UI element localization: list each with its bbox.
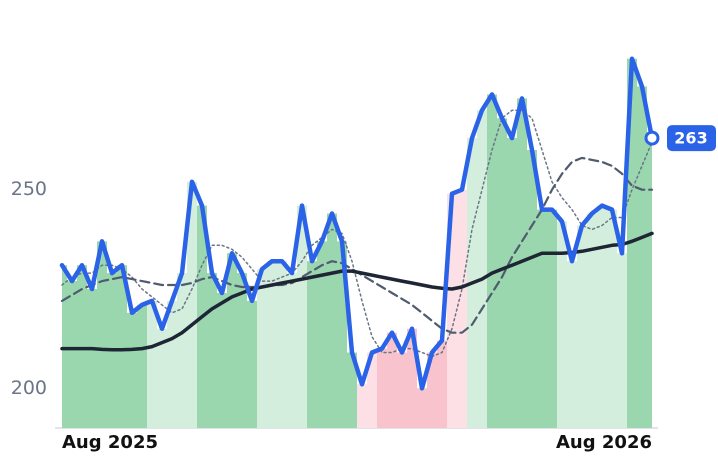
zone-column	[87, 289, 97, 428]
zone-column	[497, 118, 507, 428]
zone-column	[517, 98, 527, 428]
zone-column	[167, 300, 177, 428]
zone-column	[207, 273, 217, 428]
zone-column	[417, 388, 427, 428]
zone-column	[62, 265, 67, 428]
zone-column	[557, 221, 567, 428]
x-tick-label: Aug 2026	[556, 432, 652, 453]
zone-column	[317, 241, 327, 428]
zone-column	[387, 332, 397, 428]
series-line	[61, 109, 653, 358]
zone-column	[157, 328, 167, 428]
zone-column	[477, 110, 487, 429]
zone-column	[177, 273, 187, 428]
zone-column	[587, 213, 597, 428]
zone-column	[277, 261, 287, 428]
y-tick-label: 250	[11, 178, 47, 200]
zone-column	[97, 241, 107, 428]
zone-column	[447, 193, 457, 428]
zone-column	[237, 273, 247, 428]
zone-column	[377, 348, 387, 428]
zone-column	[577, 225, 587, 428]
zone-column	[347, 352, 357, 428]
zone-column	[227, 253, 237, 428]
zone-column	[607, 209, 617, 428]
zone-column	[537, 209, 547, 428]
zone-column	[147, 300, 157, 428]
zone-column	[67, 281, 77, 428]
zone-column	[487, 94, 497, 429]
zone-column	[337, 241, 347, 428]
series-line	[59, 56, 655, 391]
zone-column	[287, 273, 297, 428]
zone-column	[437, 340, 447, 428]
zone-column	[257, 269, 267, 428]
series-line	[60, 231, 654, 352]
zone-column	[357, 384, 367, 428]
zone-column	[407, 328, 417, 428]
zone-column	[117, 265, 127, 428]
zone-column	[637, 86, 647, 428]
zone-column	[367, 352, 377, 428]
zone-column	[507, 138, 517, 429]
zone-column	[187, 181, 197, 428]
zone-column	[397, 352, 407, 428]
value-label: 263	[674, 129, 707, 148]
zone-column	[127, 312, 137, 428]
zone-column	[427, 352, 437, 428]
zone-column	[217, 292, 227, 428]
y-tick-label: 200	[11, 377, 47, 399]
zone-column	[627, 58, 637, 429]
zone-column	[307, 261, 317, 428]
zone-column	[267, 261, 277, 428]
zone-column	[547, 209, 557, 428]
zone-column	[457, 189, 467, 428]
zone-column	[77, 265, 87, 428]
zone-column	[527, 150, 537, 428]
zone-column	[617, 253, 627, 428]
zone-column	[327, 213, 337, 428]
x-tick-label: Aug 2025	[62, 432, 158, 453]
zone-column	[297, 205, 307, 428]
zone-column	[567, 261, 577, 428]
zone-column	[137, 304, 147, 428]
zone-column	[647, 138, 652, 429]
last-point	[644, 130, 660, 146]
zone-column	[597, 205, 607, 428]
value-badge	[667, 125, 716, 152]
zone-column	[247, 300, 257, 428]
